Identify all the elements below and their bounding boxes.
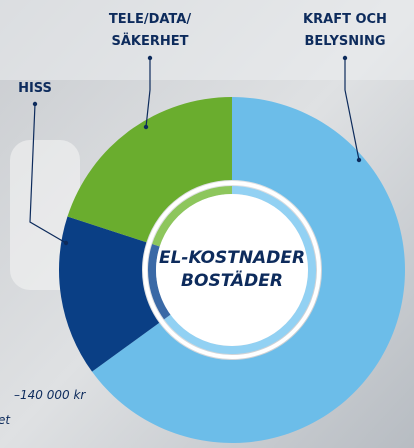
center-label: BOSTÄDER — [181, 269, 283, 291]
center-disc — [156, 194, 308, 346]
leader-dot — [357, 158, 361, 162]
leader-dot — [64, 241, 68, 245]
leader-dot — [148, 56, 152, 60]
category-label: HISS — [18, 81, 52, 96]
leader-dot — [33, 102, 37, 106]
annotation: et — [0, 413, 11, 427]
annotation: –140 000 kr — [14, 388, 86, 402]
category-label-line: TELE/DATA/ — [109, 12, 191, 27]
category-label-line: HISS — [18, 81, 52, 96]
category-label-line: SÄKERHET — [111, 33, 188, 49]
leader-dot — [343, 56, 347, 60]
category-label-line: KRAFT OCH — [303, 12, 387, 27]
chart: EL-KOSTNADERBOSTÄDER KRAFT OCH BELYSNING HI… — [0, 0, 414, 448]
category-label-line: BELYSNING — [304, 34, 385, 49]
center-label: EL-KOSTNADER — [159, 248, 305, 268]
leader-dot — [144, 125, 148, 129]
